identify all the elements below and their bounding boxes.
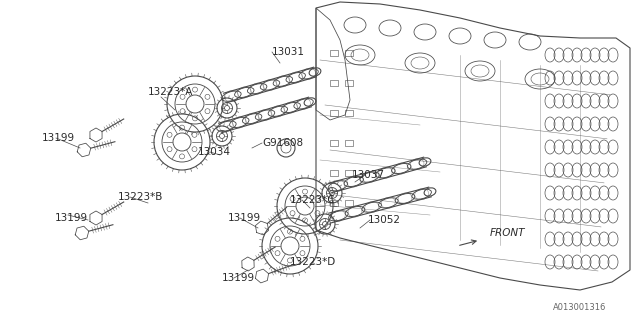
Text: 13199: 13199 [222,273,255,283]
Bar [330,170,338,176]
Bar [330,50,338,56]
Text: 13037: 13037 [352,170,385,180]
Bar [345,200,353,206]
Text: 13223*D: 13223*D [290,257,336,267]
Text: 13199: 13199 [55,213,88,223]
Bar [345,80,353,86]
Bar [345,110,353,116]
Text: 13223*A: 13223*A [148,87,193,97]
Bar [345,140,353,146]
Text: FRONT: FRONT [490,228,525,238]
Bar [345,170,353,176]
Text: G91608: G91608 [262,138,303,148]
Bar [345,50,353,56]
Text: 13199: 13199 [228,213,261,223]
Bar [330,80,338,86]
Text: 13223*C: 13223*C [290,195,335,205]
Bar [330,110,338,116]
Text: 13052: 13052 [368,215,401,225]
Text: 13199: 13199 [42,133,75,143]
Bar [330,140,338,146]
Text: 13034: 13034 [198,147,231,157]
Bar [330,200,338,206]
Text: A013001316: A013001316 [553,303,606,313]
Text: 13223*B: 13223*B [118,192,163,202]
Text: 13031: 13031 [272,47,305,57]
